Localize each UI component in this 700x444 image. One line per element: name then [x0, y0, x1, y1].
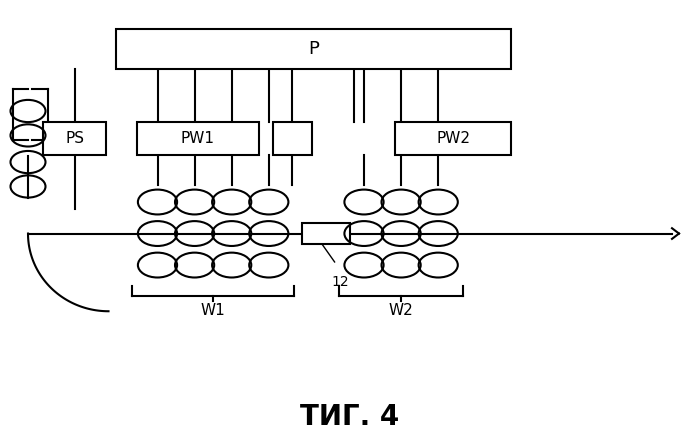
- Text: PW1: PW1: [181, 131, 215, 146]
- Bar: [116, 29, 511, 69]
- Bar: [43, 122, 106, 155]
- Text: PW2: PW2: [436, 131, 470, 146]
- Text: P: P: [308, 40, 318, 58]
- Bar: [136, 122, 259, 155]
- Text: PS: PS: [65, 131, 85, 146]
- Bar: [302, 223, 350, 244]
- Bar: [395, 122, 511, 155]
- Bar: [273, 122, 312, 155]
- Text: W2: W2: [389, 303, 414, 318]
- Text: 12: 12: [331, 275, 349, 289]
- Text: ΤИГ. 4: ΤИГ. 4: [300, 403, 400, 432]
- Text: W1: W1: [201, 303, 225, 318]
